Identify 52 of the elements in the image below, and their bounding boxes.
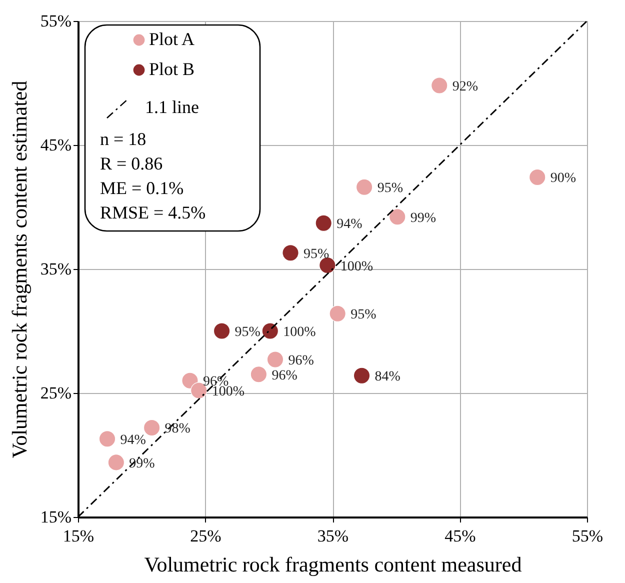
point <box>529 168 546 186</box>
point <box>389 208 406 226</box>
annotation: 100% <box>283 325 316 340</box>
x-tick-label: 55% <box>572 526 604 546</box>
annotation: 99% <box>129 456 156 472</box>
x-tick-label: 15% <box>62 526 94 546</box>
annotation: 95% <box>377 181 404 196</box>
point <box>353 367 370 384</box>
point <box>329 305 346 322</box>
annotation: RMSE = 4.5% <box>100 202 206 222</box>
y-axis-title: Volumetric rock fragments content estimated <box>7 80 32 458</box>
y-tick-label: 45% <box>40 136 72 154</box>
y-tick-label: 15% <box>40 508 72 526</box>
x-tick-label: 25% <box>190 526 222 546</box>
annotation: n = 18 <box>100 129 146 149</box>
point <box>319 256 336 274</box>
point <box>98 430 116 448</box>
annotation: ME = 0.1% <box>100 178 184 198</box>
legend-label: Plot A <box>149 29 195 49</box>
point <box>262 322 279 340</box>
annotation: 96% <box>272 368 298 384</box>
x-axis-title: Volumetric rock fragments content measured <box>144 552 522 576</box>
x-tick-label: 45% <box>444 526 476 546</box>
point <box>250 366 268 383</box>
annotation: 96% <box>288 354 314 369</box>
annotation: 92% <box>452 79 478 94</box>
y-tick-label: 35% <box>40 260 72 278</box>
annotation: 98% <box>164 422 191 437</box>
annotation: 94% <box>336 217 363 232</box>
annotation: 95% <box>234 325 261 340</box>
legend-label: 1.1 line <box>145 97 199 117</box>
annotation: 90% <box>550 171 576 186</box>
y-tick-label: 55% <box>40 12 72 30</box>
point <box>108 454 125 471</box>
point <box>356 178 373 196</box>
point <box>213 322 230 340</box>
y-tick-label: 25% <box>40 384 72 402</box>
point <box>143 419 160 436</box>
point <box>266 351 284 368</box>
point <box>182 372 198 389</box>
x-tick-label: 35% <box>317 526 349 546</box>
legend-label: Plot B <box>149 59 195 79</box>
point <box>282 244 299 262</box>
annotation: 84% <box>374 370 401 385</box>
annotation: 95% <box>304 246 330 262</box>
annotation: 94% <box>120 432 146 448</box>
annotation: 100% <box>340 259 374 274</box>
point <box>315 214 332 232</box>
annotation: R = 0.86 <box>100 154 163 174</box>
annotation: 95% <box>350 308 377 323</box>
point <box>431 77 448 94</box>
annotation: 99% <box>410 210 436 226</box>
